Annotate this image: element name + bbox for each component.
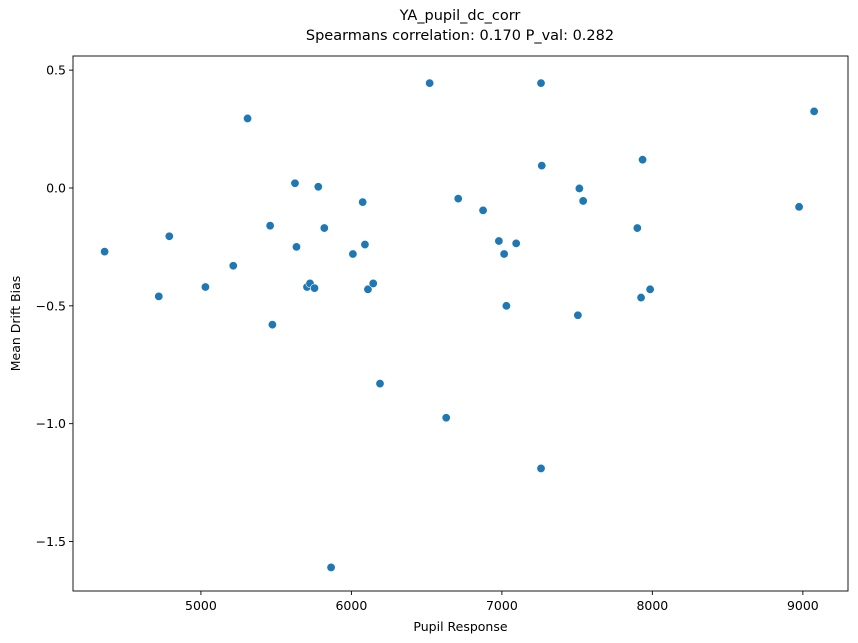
- chart-title: YA_pupil_dc_corr: [399, 8, 521, 24]
- x-tick-label: 9000: [787, 598, 819, 613]
- data-point: [425, 78, 435, 88]
- data-point: [243, 113, 253, 123]
- data-point: [319, 223, 329, 233]
- data-point: [368, 278, 378, 288]
- data-point: [501, 301, 511, 311]
- y-tick-label: −0.5: [36, 298, 66, 313]
- data-point: [632, 223, 642, 233]
- data-point: [494, 236, 504, 246]
- data-point: [326, 562, 336, 572]
- data-point: [200, 282, 210, 292]
- chart-subtitle: Spearmans correlation: 0.170 P_val: 0.28…: [306, 28, 614, 44]
- x-axis: 5000 6000 7000 8000 9000: [185, 591, 819, 613]
- data-point: [228, 261, 238, 271]
- data-point: [499, 249, 509, 259]
- data-point: [375, 379, 385, 389]
- data-point: [265, 221, 275, 231]
- y-axis: −1.5 −1.0 −0.5 0.0 0.5: [36, 63, 73, 549]
- data-point: [511, 238, 521, 248]
- data-point: [573, 310, 583, 320]
- data-point: [290, 178, 300, 188]
- data-point: [348, 249, 358, 259]
- data-point: [267, 320, 277, 330]
- x-tick-label: 5000: [185, 598, 217, 613]
- data-point: [363, 284, 373, 294]
- x-tick-label: 8000: [636, 598, 668, 613]
- data-point: [164, 231, 174, 241]
- data-point: [536, 463, 546, 473]
- data-point: [645, 284, 655, 294]
- y-axis-label: Mean Drift Bias: [8, 276, 23, 372]
- data-point: [313, 182, 323, 192]
- data-point: [537, 161, 547, 171]
- data-point: [310, 283, 320, 293]
- x-tick-label: 6000: [335, 598, 367, 613]
- data-point: [154, 291, 164, 301]
- data-point: [441, 413, 451, 423]
- data-point: [636, 293, 646, 303]
- y-tick-label: 0.5: [46, 63, 66, 78]
- data-point: [358, 197, 368, 207]
- data-points: [100, 78, 819, 572]
- data-point: [578, 196, 588, 206]
- x-tick-label: 7000: [486, 598, 518, 613]
- data-point: [794, 202, 804, 212]
- data-point: [574, 183, 584, 193]
- data-point: [536, 78, 546, 88]
- data-point: [360, 240, 370, 250]
- data-point: [478, 205, 488, 215]
- y-tick-label: −1.0: [36, 416, 66, 431]
- data-point: [809, 106, 819, 116]
- y-tick-label: 0.0: [46, 180, 66, 195]
- x-axis-label: Pupil Response: [413, 619, 507, 634]
- plot-area: [72, 55, 849, 592]
- y-tick-label: −1.5: [36, 534, 66, 549]
- data-point: [100, 247, 110, 257]
- data-point: [638, 155, 648, 165]
- data-point: [291, 242, 301, 252]
- data-point: [453, 194, 463, 204]
